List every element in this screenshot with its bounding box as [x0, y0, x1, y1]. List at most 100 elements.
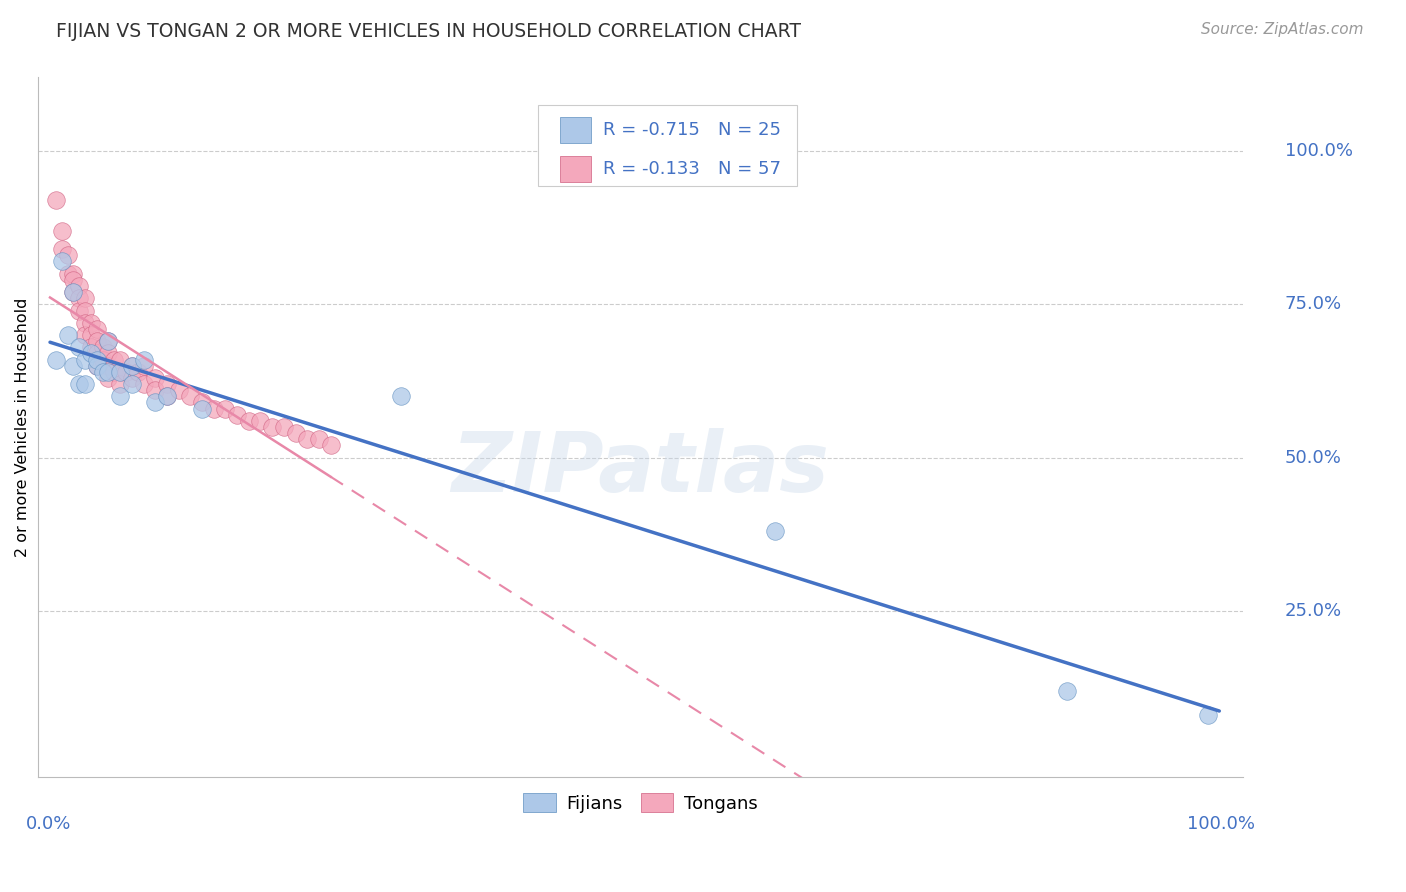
Point	[132, 352, 155, 367]
Point	[156, 389, 179, 403]
Point	[273, 420, 295, 434]
Point	[97, 365, 120, 379]
Point	[167, 383, 190, 397]
Point	[297, 432, 319, 446]
Point	[67, 291, 90, 305]
Text: R = -0.133: R = -0.133	[603, 160, 700, 178]
Point	[75, 316, 97, 330]
Point	[1197, 708, 1219, 723]
Point	[132, 359, 155, 373]
Point	[86, 334, 108, 348]
Point	[62, 285, 84, 299]
Bar	[560, 117, 591, 143]
Point	[45, 193, 67, 207]
Point	[121, 359, 143, 373]
Text: N = 25: N = 25	[717, 121, 780, 139]
Point	[62, 359, 84, 373]
Point	[308, 432, 330, 446]
Text: Source: ZipAtlas.com: Source: ZipAtlas.com	[1201, 22, 1364, 37]
Text: N = 57: N = 57	[717, 160, 780, 178]
Point	[108, 389, 131, 403]
Point	[191, 401, 214, 416]
Point	[132, 377, 155, 392]
Point	[75, 328, 97, 343]
Point	[56, 328, 79, 343]
Point	[56, 267, 79, 281]
Point	[62, 267, 84, 281]
Point	[389, 389, 412, 403]
Point	[121, 371, 143, 385]
Point	[249, 414, 271, 428]
Point	[97, 334, 120, 348]
Point	[80, 346, 103, 360]
Point	[108, 352, 131, 367]
Text: 100.0%: 100.0%	[1187, 815, 1254, 833]
Point	[80, 340, 103, 354]
Point	[86, 346, 108, 360]
Point	[56, 248, 79, 262]
Point	[179, 389, 201, 403]
Point	[62, 273, 84, 287]
Point	[262, 420, 284, 434]
Point	[319, 438, 342, 452]
Point	[97, 359, 120, 373]
Point	[51, 242, 73, 256]
Point	[75, 291, 97, 305]
Point	[67, 279, 90, 293]
Text: FIJIAN VS TONGAN 2 OR MORE VEHICLES IN HOUSEHOLD CORRELATION CHART: FIJIAN VS TONGAN 2 OR MORE VEHICLES IN H…	[56, 22, 801, 41]
Point	[108, 365, 131, 379]
Text: 50.0%: 50.0%	[1285, 449, 1341, 467]
Point	[91, 352, 114, 367]
Point	[86, 322, 108, 336]
Point	[763, 524, 786, 539]
Point	[51, 254, 73, 268]
Text: 0.0%: 0.0%	[27, 815, 72, 833]
Point	[202, 401, 225, 416]
Point	[67, 303, 90, 318]
Point	[115, 365, 138, 379]
Point	[156, 377, 179, 392]
Point	[284, 426, 307, 441]
Point	[80, 316, 103, 330]
Point	[67, 340, 90, 354]
Point	[97, 346, 120, 360]
Point	[143, 371, 166, 385]
Point	[67, 377, 90, 392]
Point	[156, 389, 179, 403]
Bar	[560, 156, 591, 182]
Point	[45, 352, 67, 367]
Point	[97, 334, 120, 348]
Point	[121, 377, 143, 392]
Legend: Fijians, Tongans: Fijians, Tongans	[516, 786, 765, 820]
Point	[121, 359, 143, 373]
FancyBboxPatch shape	[538, 105, 797, 186]
Point	[75, 377, 97, 392]
Point	[91, 340, 114, 354]
Point	[75, 352, 97, 367]
Text: 25.0%: 25.0%	[1285, 602, 1341, 620]
Point	[103, 352, 125, 367]
Y-axis label: 2 or more Vehicles in Household: 2 or more Vehicles in Household	[15, 297, 30, 557]
Point	[62, 285, 84, 299]
Text: 100.0%: 100.0%	[1285, 142, 1353, 160]
Point	[103, 365, 125, 379]
Point	[1056, 683, 1078, 698]
Text: 75.0%: 75.0%	[1285, 295, 1341, 313]
Text: ZIPatlas: ZIPatlas	[451, 428, 830, 509]
Point	[191, 395, 214, 409]
Point	[80, 328, 103, 343]
Point	[143, 383, 166, 397]
Point	[91, 365, 114, 379]
Point	[51, 224, 73, 238]
Point	[75, 303, 97, 318]
Point	[86, 352, 108, 367]
Point	[108, 377, 131, 392]
Text: R = -0.715: R = -0.715	[603, 121, 700, 139]
Point	[108, 365, 131, 379]
Point	[226, 408, 249, 422]
Point	[238, 414, 260, 428]
Point	[143, 395, 166, 409]
Point	[86, 359, 108, 373]
Point	[127, 365, 149, 379]
Point	[97, 371, 120, 385]
